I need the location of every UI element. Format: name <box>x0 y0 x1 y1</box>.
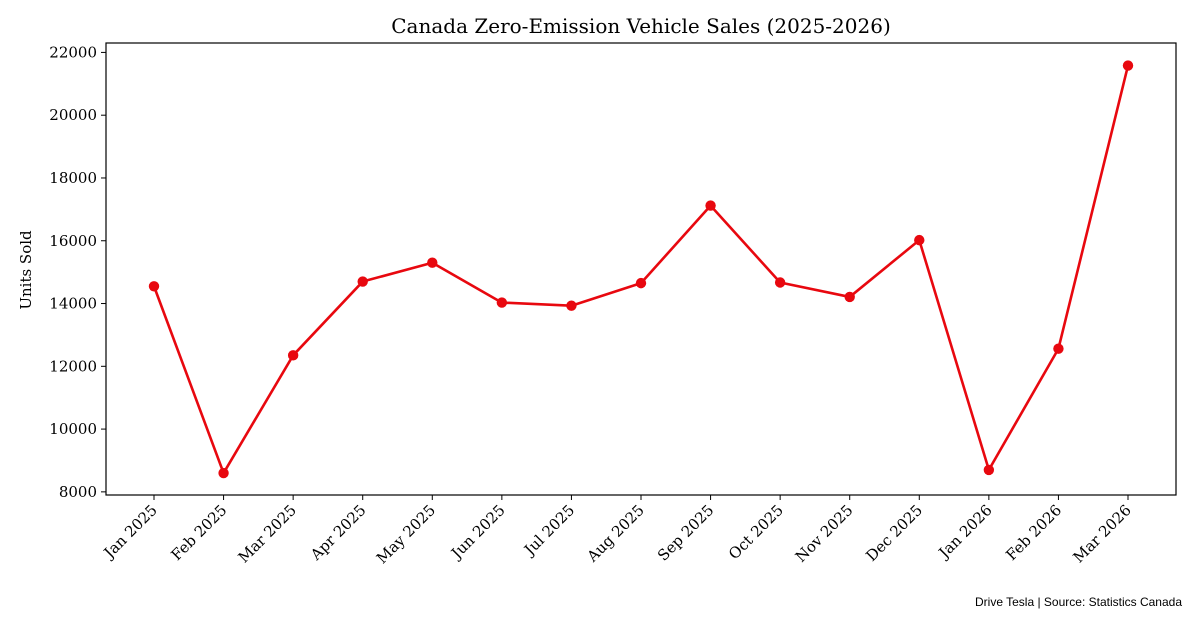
x-tick-label: Feb 2026 <box>1002 501 1065 564</box>
source-credit: Drive Tesla | Source: Statistics Canada <box>975 595 1182 609</box>
data-point <box>914 234 925 246</box>
x-tick-label: Jan 2026 <box>934 501 996 563</box>
y-axis-ticks: 8000 10000 12000 14000 16000 18000 20000 22000 <box>49 43 106 501</box>
x-tick-label: Feb 2025 <box>167 501 230 564</box>
x-tick-label: Jun 2025 <box>446 501 508 563</box>
series-line <box>152 65 1130 475</box>
y-tick-label: 20000 <box>49 106 97 124</box>
data-point <box>357 276 368 287</box>
data-point <box>774 277 786 288</box>
series-layer <box>148 60 1134 479</box>
x-tick-label: Dec 2025 <box>862 501 926 565</box>
data-point <box>218 467 229 479</box>
data-point <box>635 277 647 289</box>
y-tick-label: 22000 <box>49 43 97 61</box>
data-point <box>427 257 438 268</box>
y-tick-label: 8000 <box>59 483 97 501</box>
x-tick-label: Nov 2025 <box>792 501 857 566</box>
data-point <box>705 200 716 211</box>
x-tick-label: Aug 2025 <box>583 501 648 566</box>
x-tick-label: Mar 2025 <box>235 501 300 566</box>
chart-title: Canada Zero-Emission Vehicle Sales (2025… <box>391 14 891 38</box>
line-chart: Canada Zero-Emission Vehicle Sales (2025… <box>17 14 1177 567</box>
data-point <box>983 464 995 476</box>
x-tick-label: Jul 2025 <box>519 501 578 560</box>
data-point <box>1053 343 1064 354</box>
y-tick-label: 10000 <box>49 420 97 438</box>
plot-frame <box>105 42 1177 496</box>
data-point <box>496 297 508 308</box>
x-axis-ticks: Jan 2025 Feb 2025 Mar 2025 Apr 2025 May 2025… <box>99 495 1135 567</box>
y-tick-label: 18000 <box>49 169 97 187</box>
data-point <box>566 300 577 311</box>
y-tick-label: 16000 <box>49 232 97 250</box>
x-tick-label: Jan 2025 <box>99 501 161 563</box>
y-tick-label: 14000 <box>49 295 97 313</box>
data-point <box>1122 60 1134 71</box>
x-tick-label: Mar 2026 <box>1069 501 1134 566</box>
y-tick-label: 12000 <box>49 357 97 375</box>
x-tick-label: Oct 2025 <box>725 501 787 563</box>
x-tick-label: Apr 2025 <box>306 501 369 564</box>
x-tick-label: Sep 2025 <box>654 501 717 564</box>
y-axis-label: Units Sold <box>17 230 35 310</box>
data-point <box>287 350 299 361</box>
x-tick-label: May 2025 <box>373 501 439 567</box>
data-point <box>844 291 855 303</box>
data-point <box>148 281 160 292</box>
